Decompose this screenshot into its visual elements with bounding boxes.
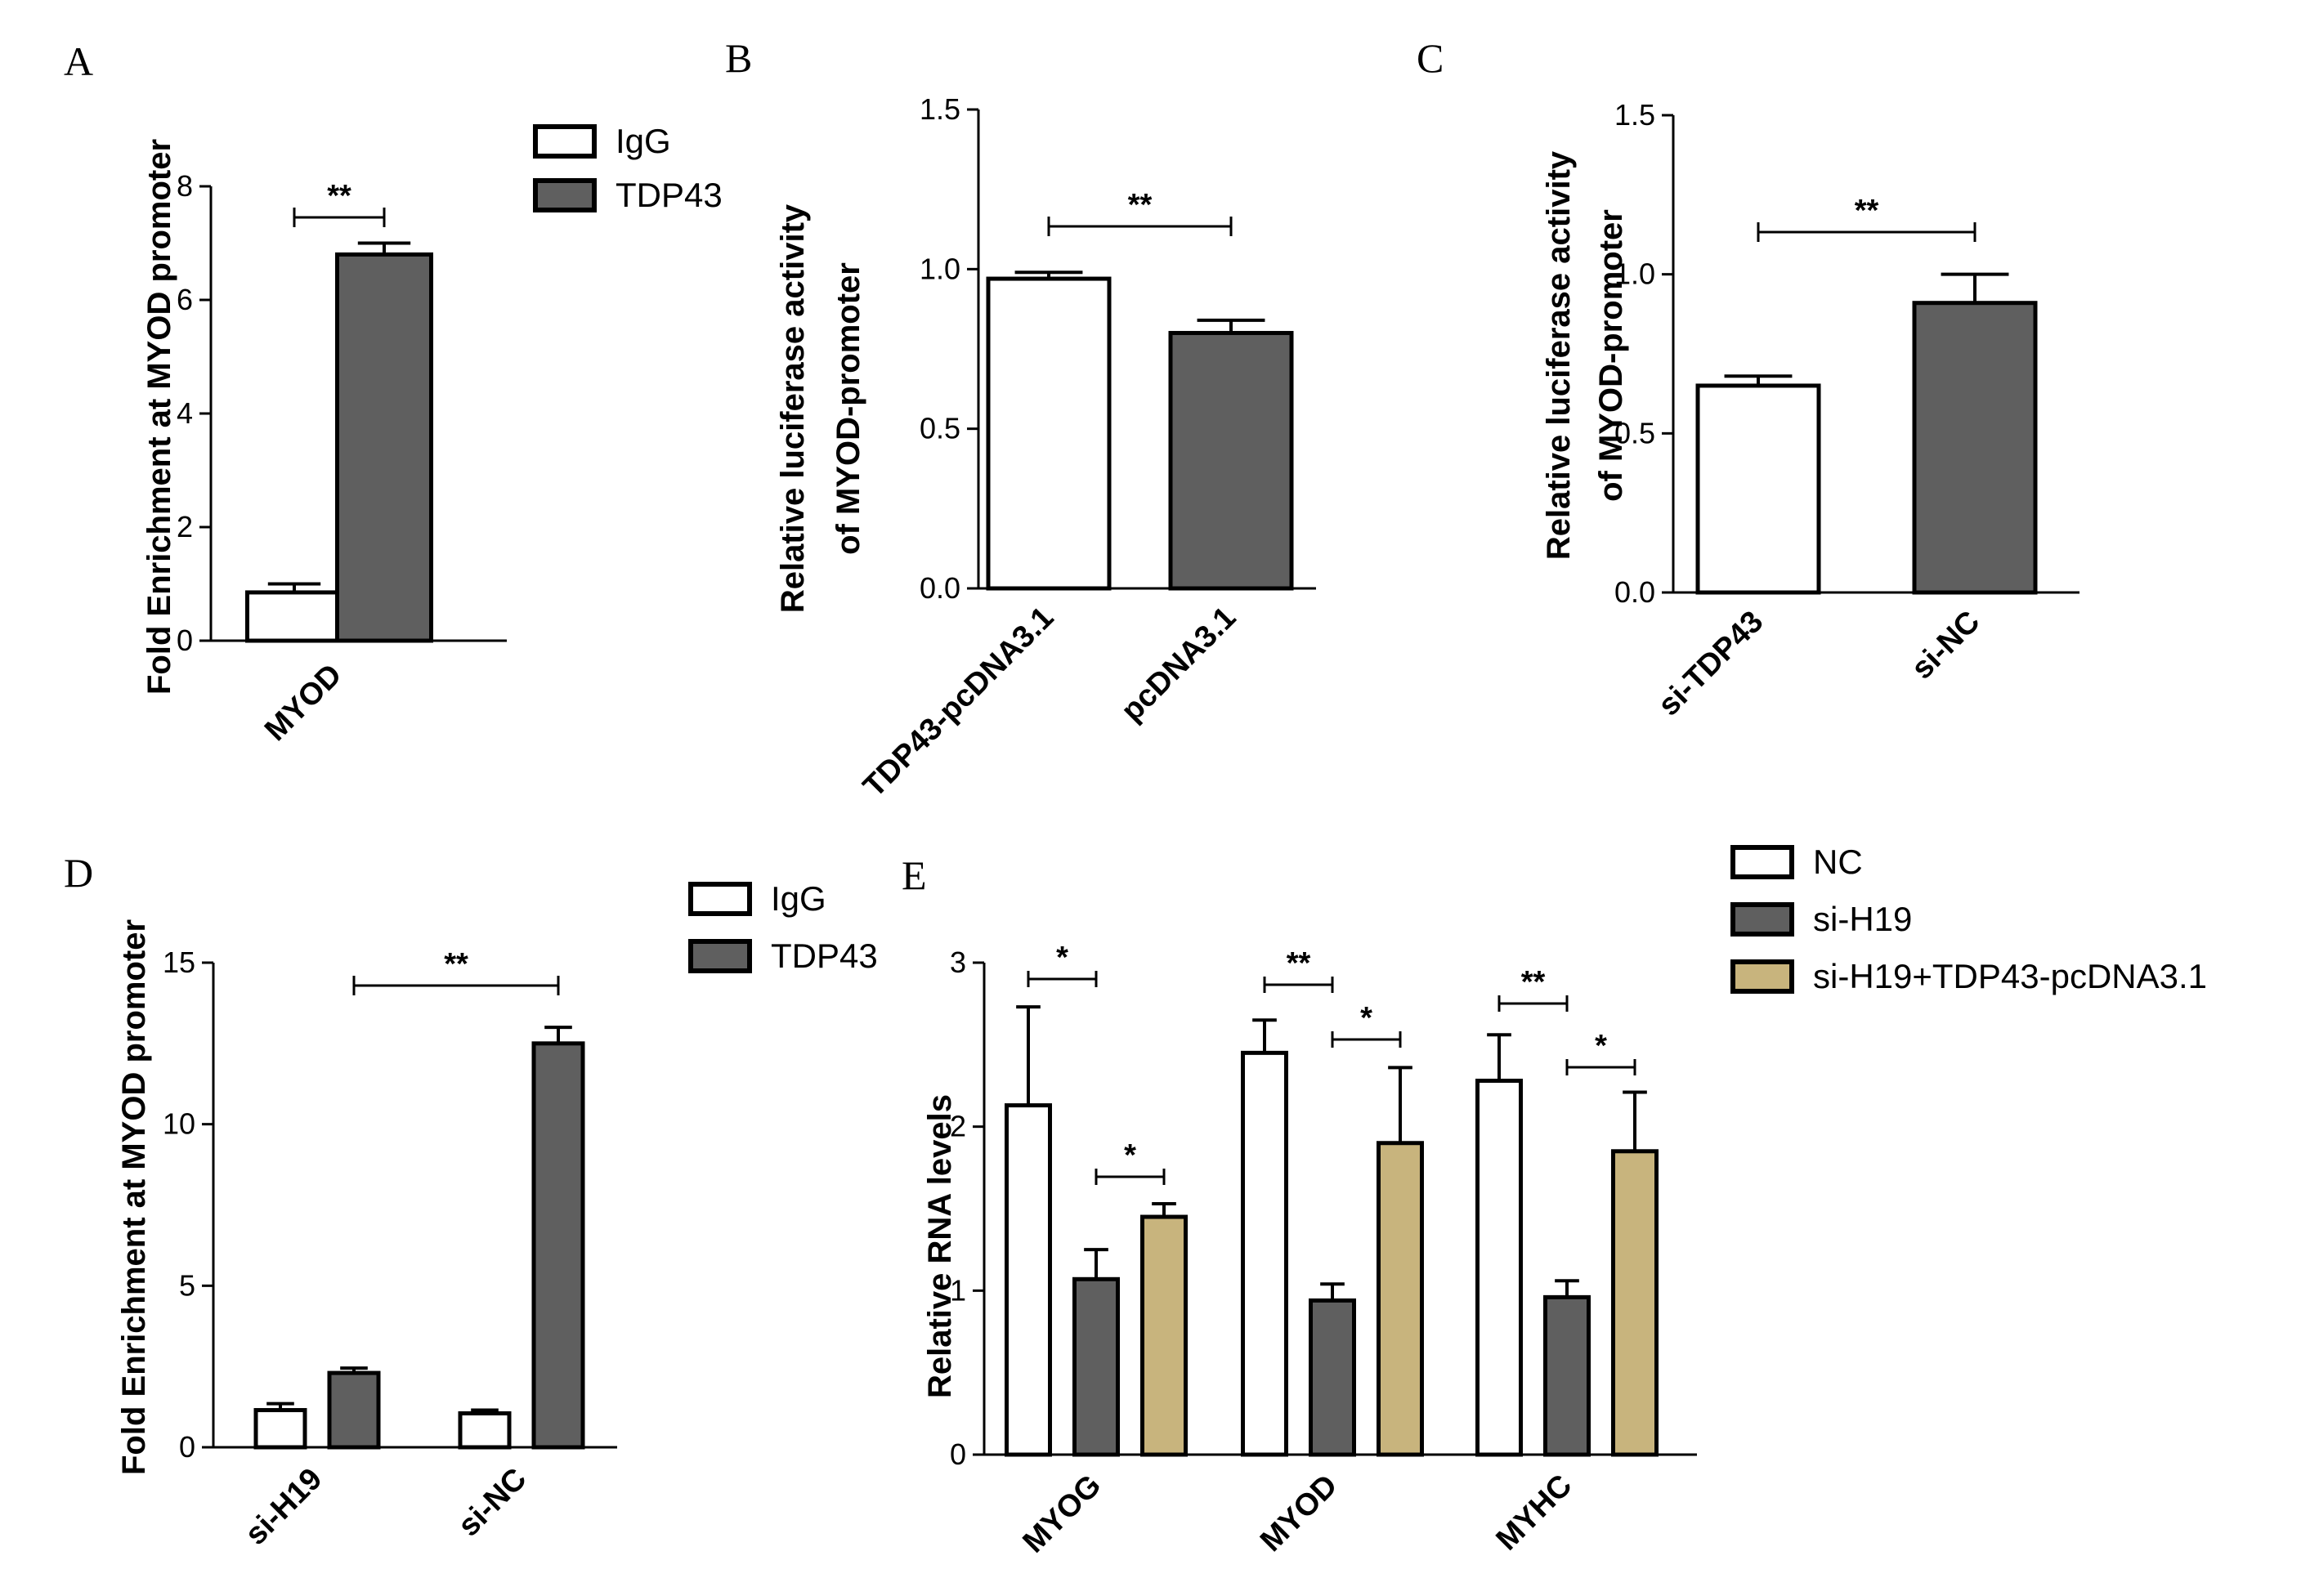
panel-letter: C bbox=[1417, 35, 1444, 81]
panel-letter: E bbox=[902, 852, 927, 898]
panel-letter: D bbox=[64, 850, 93, 896]
bar-si-h19-tdp43-pcdna3-1 bbox=[1140, 1214, 1188, 1457]
y-tick-label: 2 bbox=[177, 510, 193, 543]
category-label: si-TDP43 bbox=[1652, 605, 1771, 723]
panel-letter: B bbox=[725, 35, 752, 81]
panel-b: B 0.0 0.5 1.0 1.5 Relative luciferase activit… bbox=[725, 35, 1316, 804]
significance-label: * bbox=[1595, 1029, 1607, 1063]
y-tick-label: 0.0 bbox=[920, 571, 960, 605]
y-axis-title: Fold Enrichment at MYOD promoter bbox=[116, 919, 152, 1475]
legend-swatch bbox=[688, 939, 752, 973]
bar-tdp43 bbox=[327, 1370, 381, 1450]
y-tick-label: 1.5 bbox=[920, 92, 960, 126]
panel-c: C 0.0 0.5 1.0 1.5 Relative luciferase activit… bbox=[1417, 35, 2079, 722]
legend-label: TDP43 bbox=[616, 176, 723, 214]
legend-label: TDP43 bbox=[771, 937, 878, 975]
category-label: si-H19 bbox=[239, 1462, 329, 1552]
bar-igg bbox=[458, 1410, 512, 1450]
legend-label: NC bbox=[1813, 843, 1863, 881]
y-tick-label: 6 bbox=[177, 283, 193, 316]
y-axis-title: Relative luciferase activity bbox=[775, 203, 811, 613]
legend-label: IgG bbox=[616, 122, 671, 160]
category-label: si-NC bbox=[451, 1462, 533, 1544]
category-label: pcDNA3.1 bbox=[1115, 601, 1243, 729]
significance-label: ** bbox=[327, 179, 351, 213]
y-tick-label: 0 bbox=[177, 624, 193, 657]
significance-label: ** bbox=[1855, 194, 1879, 228]
legend-label: si-H19+TDP43-pcDNA3.1 bbox=[1813, 957, 2207, 995]
y-tick-label: 0.5 bbox=[920, 412, 960, 445]
y-tick-label: 5 bbox=[179, 1268, 195, 1302]
significance-label: ** bbox=[1521, 965, 1546, 999]
panel-d: D 0 5 10 15 Fold Enrichment at MYOD promoter s… bbox=[64, 850, 878, 1552]
y-tick-label: 8 bbox=[177, 169, 193, 203]
significance-label: ** bbox=[444, 947, 468, 981]
y-tick-label: 15 bbox=[163, 946, 195, 979]
y-tick-label: 0 bbox=[179, 1430, 195, 1464]
bar-nc bbox=[1241, 1050, 1288, 1457]
bar-tdp43 bbox=[335, 252, 433, 643]
significance-label: * bbox=[1360, 1001, 1372, 1035]
y-tick-label: 2 bbox=[950, 1110, 966, 1143]
significance-label: ** bbox=[1287, 946, 1311, 981]
bar-nc bbox=[1005, 1103, 1052, 1457]
significance-label: * bbox=[1124, 1138, 1136, 1173]
y-axis-title: Fold Enrichment at MYOD promoter bbox=[141, 139, 177, 695]
category-label: MYOG bbox=[1017, 1469, 1108, 1560]
bar-si-h19 bbox=[1072, 1276, 1120, 1457]
category-label: si-NC bbox=[1905, 605, 1986, 686]
y-tick-label: 4 bbox=[177, 396, 193, 430]
legend-swatch bbox=[533, 178, 597, 212]
y-tick-label: 10 bbox=[163, 1107, 195, 1141]
bar-tdp43 bbox=[531, 1041, 585, 1450]
y-tick-label: 0.5 bbox=[1614, 416, 1655, 449]
category-label: MYOD bbox=[1254, 1469, 1344, 1558]
category-label: MYOD bbox=[258, 658, 348, 748]
y-tick-label: 0.0 bbox=[1614, 575, 1655, 609]
legend-label: si-H19 bbox=[1813, 900, 1912, 938]
category-label: MYHC bbox=[1490, 1469, 1579, 1558]
y-tick-label: 0 bbox=[950, 1437, 966, 1471]
y-axis-title: Relative RNA levels bbox=[922, 1094, 958, 1398]
legend-swatch bbox=[1730, 959, 1794, 994]
legend-swatch bbox=[1730, 902, 1794, 937]
bar-si-h19-tdp43-pcdna3-1 bbox=[1377, 1141, 1424, 1457]
bar-values bbox=[1168, 330, 1294, 591]
legend-swatch bbox=[1730, 845, 1794, 879]
legend-label: IgG bbox=[771, 879, 826, 918]
bar-nc bbox=[1475, 1078, 1523, 1457]
bar-values bbox=[1912, 301, 2038, 595]
legend-swatch bbox=[533, 124, 597, 159]
bar-values bbox=[1695, 383, 1821, 595]
y-tick-label: 1.0 bbox=[1614, 257, 1655, 291]
significance-label: * bbox=[1056, 941, 1068, 975]
y-tick-label: 1.0 bbox=[920, 252, 960, 285]
significance-label: ** bbox=[1128, 188, 1153, 222]
legend-swatch bbox=[688, 882, 752, 916]
y-axis-title: of MYOD-promoter bbox=[830, 262, 866, 555]
y-tick-label: 3 bbox=[950, 946, 966, 979]
y-axis-title: of MYOD-promoter bbox=[1593, 209, 1629, 502]
bar-igg bbox=[253, 1408, 307, 1450]
bar-si-h19 bbox=[1543, 1294, 1591, 1457]
bar-values bbox=[986, 276, 1112, 591]
y-tick-label: 1.5 bbox=[1614, 98, 1655, 132]
panel-letter: A bbox=[64, 38, 93, 84]
y-tick-label: 1 bbox=[950, 1273, 966, 1307]
bar-si-h19 bbox=[1309, 1298, 1356, 1457]
category-label: TDP43-pcDNA3.1 bbox=[857, 601, 1060, 804]
y-axis-title: Relative luciferase activity bbox=[1541, 150, 1577, 560]
bar-si-h19-tdp43-pcdna3-1 bbox=[1611, 1149, 1659, 1457]
bar-igg bbox=[245, 590, 343, 643]
